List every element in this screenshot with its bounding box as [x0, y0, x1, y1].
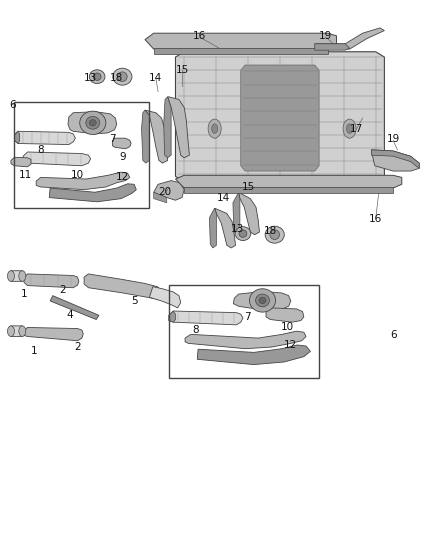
Ellipse shape	[250, 289, 276, 312]
Polygon shape	[164, 97, 171, 158]
Text: 18: 18	[110, 73, 124, 83]
Text: 9: 9	[119, 152, 126, 162]
Polygon shape	[185, 331, 306, 349]
Polygon shape	[24, 274, 79, 288]
Ellipse shape	[89, 70, 105, 84]
Text: 20: 20	[158, 187, 171, 197]
Polygon shape	[168, 97, 189, 158]
Polygon shape	[176, 175, 402, 188]
Polygon shape	[113, 138, 131, 149]
Text: 17: 17	[350, 124, 363, 134]
Ellipse shape	[80, 111, 106, 134]
Ellipse shape	[7, 271, 14, 281]
Ellipse shape	[255, 294, 269, 307]
Ellipse shape	[19, 326, 26, 336]
Polygon shape	[209, 208, 216, 248]
Polygon shape	[154, 192, 167, 203]
Polygon shape	[241, 65, 319, 171]
Text: 5: 5	[131, 296, 138, 306]
Ellipse shape	[89, 119, 96, 126]
Text: 8: 8	[37, 145, 44, 155]
Polygon shape	[145, 110, 168, 163]
Text: 4: 4	[67, 310, 74, 320]
Ellipse shape	[117, 72, 127, 82]
Text: 6: 6	[9, 100, 16, 110]
Text: 14: 14	[149, 73, 162, 83]
Polygon shape	[141, 110, 149, 163]
Text: 13: 13	[84, 73, 97, 83]
Polygon shape	[233, 292, 291, 310]
Ellipse shape	[235, 227, 251, 240]
Text: 16: 16	[369, 214, 382, 224]
Polygon shape	[23, 152, 91, 166]
Ellipse shape	[93, 73, 101, 80]
Polygon shape	[9, 326, 24, 336]
Text: 10: 10	[71, 171, 84, 180]
Polygon shape	[14, 131, 20, 143]
Polygon shape	[169, 311, 243, 325]
Polygon shape	[266, 308, 304, 322]
Polygon shape	[184, 187, 393, 193]
Bar	[169, 285, 319, 378]
Polygon shape	[24, 327, 83, 341]
Ellipse shape	[208, 119, 221, 138]
Polygon shape	[239, 192, 259, 235]
Polygon shape	[11, 157, 31, 167]
Text: 7: 7	[109, 134, 116, 144]
Polygon shape	[149, 287, 181, 308]
Polygon shape	[233, 192, 240, 235]
Ellipse shape	[239, 230, 247, 237]
Polygon shape	[215, 208, 236, 248]
Polygon shape	[9, 271, 24, 281]
Text: 13: 13	[231, 224, 244, 235]
Text: 19: 19	[386, 134, 400, 144]
Ellipse shape	[259, 297, 266, 304]
Text: 12: 12	[284, 340, 297, 350]
Polygon shape	[145, 33, 336, 49]
Polygon shape	[169, 311, 176, 322]
Text: 10: 10	[281, 322, 294, 333]
Polygon shape	[315, 44, 350, 50]
Ellipse shape	[86, 116, 100, 129]
Polygon shape	[68, 112, 117, 134]
Text: 2: 2	[59, 285, 66, 295]
Polygon shape	[84, 274, 162, 300]
Text: 16: 16	[193, 31, 206, 41]
Polygon shape	[197, 345, 311, 365]
Text: 15: 15	[175, 66, 189, 75]
Ellipse shape	[265, 226, 284, 243]
Ellipse shape	[212, 124, 218, 133]
Polygon shape	[176, 52, 385, 182]
Text: 15: 15	[242, 182, 255, 192]
Polygon shape	[49, 184, 136, 202]
Text: 6: 6	[390, 330, 396, 341]
Text: 8: 8	[192, 325, 198, 335]
Polygon shape	[371, 150, 419, 171]
Ellipse shape	[270, 230, 279, 239]
Ellipse shape	[19, 271, 26, 281]
Ellipse shape	[346, 124, 353, 133]
Text: 11: 11	[19, 171, 32, 180]
Text: 18: 18	[264, 226, 277, 236]
Polygon shape	[154, 48, 328, 54]
Polygon shape	[315, 28, 385, 49]
Bar	[14, 102, 149, 208]
Ellipse shape	[113, 68, 132, 85]
Ellipse shape	[7, 326, 14, 336]
Text: 19: 19	[319, 31, 332, 41]
Polygon shape	[14, 131, 75, 144]
Polygon shape	[371, 150, 419, 168]
Text: 12: 12	[116, 172, 129, 182]
Polygon shape	[50, 296, 99, 319]
Text: 2: 2	[74, 342, 81, 352]
Polygon shape	[154, 181, 184, 200]
Text: 1: 1	[31, 346, 37, 357]
Text: 14: 14	[217, 192, 230, 203]
Text: 7: 7	[244, 312, 251, 322]
Ellipse shape	[343, 119, 356, 138]
Polygon shape	[36, 172, 130, 190]
Text: 1: 1	[21, 289, 27, 299]
